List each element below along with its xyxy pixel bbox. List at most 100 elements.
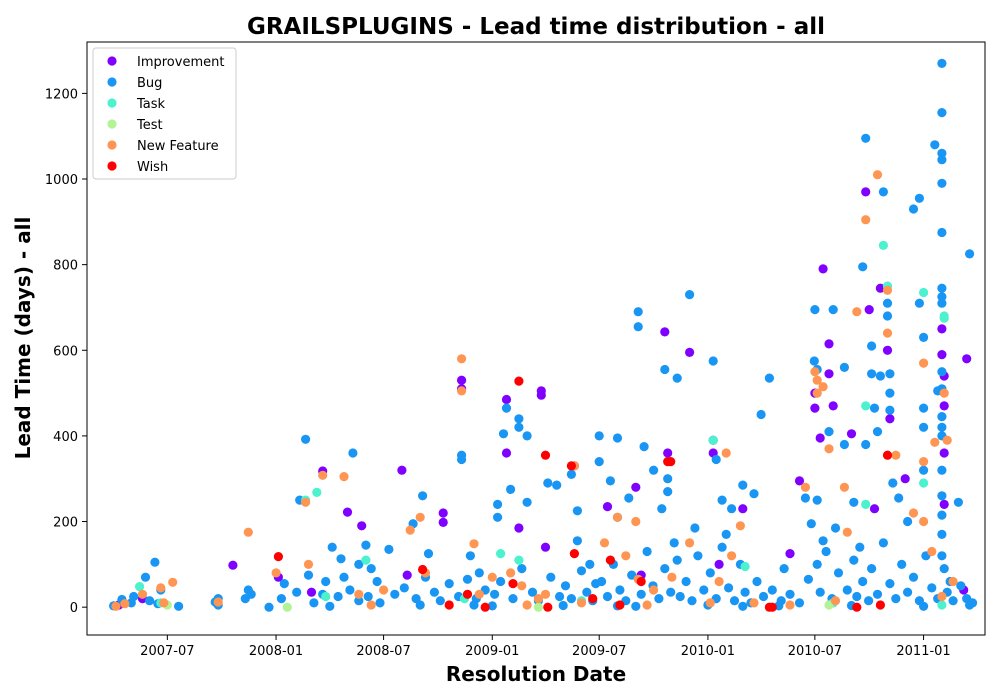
data-point — [506, 568, 515, 577]
data-point — [897, 560, 906, 569]
data-point — [357, 521, 366, 530]
data-point — [873, 427, 882, 436]
legend-label-wish: Wish — [137, 160, 168, 175]
data-point — [649, 585, 658, 594]
data-point — [336, 554, 345, 563]
data-point — [496, 549, 505, 558]
data-point — [810, 404, 819, 413]
data-point — [937, 179, 946, 188]
legend-label-new-feature: New Feature — [137, 139, 219, 154]
data-point — [807, 519, 816, 528]
x-tick-label: 2008-07 — [356, 644, 410, 659]
data-point — [403, 571, 412, 580]
data-point — [885, 389, 894, 398]
data-point — [673, 556, 682, 565]
data-point — [277, 594, 286, 603]
data-point — [676, 592, 685, 601]
data-point — [831, 523, 840, 532]
data-point — [375, 598, 384, 607]
data-point — [919, 478, 928, 487]
data-point — [840, 483, 849, 492]
data-point — [810, 305, 819, 314]
data-point — [858, 262, 867, 271]
data-point — [894, 493, 903, 502]
data-point — [879, 241, 888, 250]
data-point — [390, 590, 399, 599]
data-point — [634, 307, 643, 316]
data-point — [883, 451, 892, 460]
data-point — [816, 588, 825, 597]
data-point — [768, 603, 777, 612]
data-point — [699, 585, 708, 594]
x-axis-title: Resolution Date — [446, 662, 626, 686]
x-tick-label: 2008-01 — [249, 644, 303, 659]
data-point — [321, 592, 330, 601]
data-point — [397, 466, 406, 475]
data-point — [304, 571, 313, 580]
y-tick-label: 1000 — [45, 173, 78, 188]
data-point — [685, 290, 694, 299]
data-point — [883, 286, 892, 295]
data-point — [660, 564, 669, 573]
data-point — [861, 134, 870, 143]
data-point — [937, 284, 946, 293]
data-point — [940, 500, 949, 509]
data-point — [488, 573, 497, 582]
data-point — [849, 498, 858, 507]
data-point — [493, 500, 502, 509]
data-point — [843, 585, 852, 594]
x-tick-label: 2007-07 — [140, 644, 194, 659]
data-point — [919, 359, 928, 368]
data-point — [367, 600, 376, 609]
data-point — [757, 410, 766, 419]
data-point — [292, 588, 301, 597]
data-point — [214, 597, 223, 606]
data-point — [657, 504, 666, 513]
data-point — [876, 371, 885, 380]
data-point — [457, 354, 466, 363]
data-point — [502, 448, 511, 457]
data-point — [304, 560, 313, 569]
data-point — [885, 414, 894, 423]
data-point — [824, 444, 833, 453]
data-point — [475, 568, 484, 577]
data-point — [834, 568, 843, 577]
data-point — [343, 507, 352, 516]
data-point — [264, 603, 273, 612]
data-point — [595, 431, 604, 440]
data-point — [502, 395, 511, 404]
data-point — [919, 423, 928, 432]
data-point — [940, 564, 949, 573]
data-point — [514, 523, 523, 532]
data-point — [949, 596, 958, 605]
data-point — [339, 573, 348, 582]
data-point — [379, 585, 388, 594]
data-point — [624, 493, 633, 502]
data-point — [715, 577, 724, 586]
data-point — [499, 429, 508, 438]
data-point — [416, 600, 425, 609]
data-point — [247, 590, 256, 599]
data-point — [325, 602, 334, 611]
data-point — [406, 526, 415, 535]
data-point — [541, 451, 550, 460]
data-point — [915, 299, 924, 308]
data-point — [445, 600, 454, 609]
data-point — [354, 590, 363, 599]
data-point — [541, 590, 550, 599]
data-point — [595, 457, 604, 466]
data-point — [824, 369, 833, 378]
data-point — [514, 414, 523, 423]
data-point — [801, 493, 810, 502]
data-point — [334, 592, 343, 601]
data-point — [940, 314, 949, 323]
data-point — [937, 324, 946, 333]
data-point — [810, 356, 819, 365]
data-point — [909, 204, 918, 213]
data-point — [416, 513, 425, 522]
data-point — [621, 551, 630, 560]
data-point — [466, 551, 475, 560]
data-point — [663, 487, 672, 496]
data-point — [552, 481, 561, 490]
